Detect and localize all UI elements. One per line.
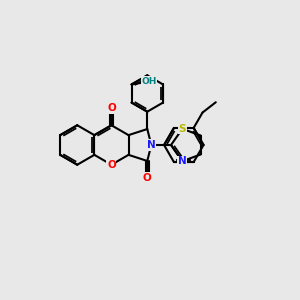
Text: O: O	[143, 173, 152, 183]
Text: N: N	[178, 156, 187, 166]
Text: O: O	[107, 103, 116, 113]
Text: OH: OH	[142, 77, 157, 86]
Text: O: O	[107, 160, 116, 170]
Text: S: S	[178, 124, 186, 134]
Text: N: N	[147, 140, 156, 150]
